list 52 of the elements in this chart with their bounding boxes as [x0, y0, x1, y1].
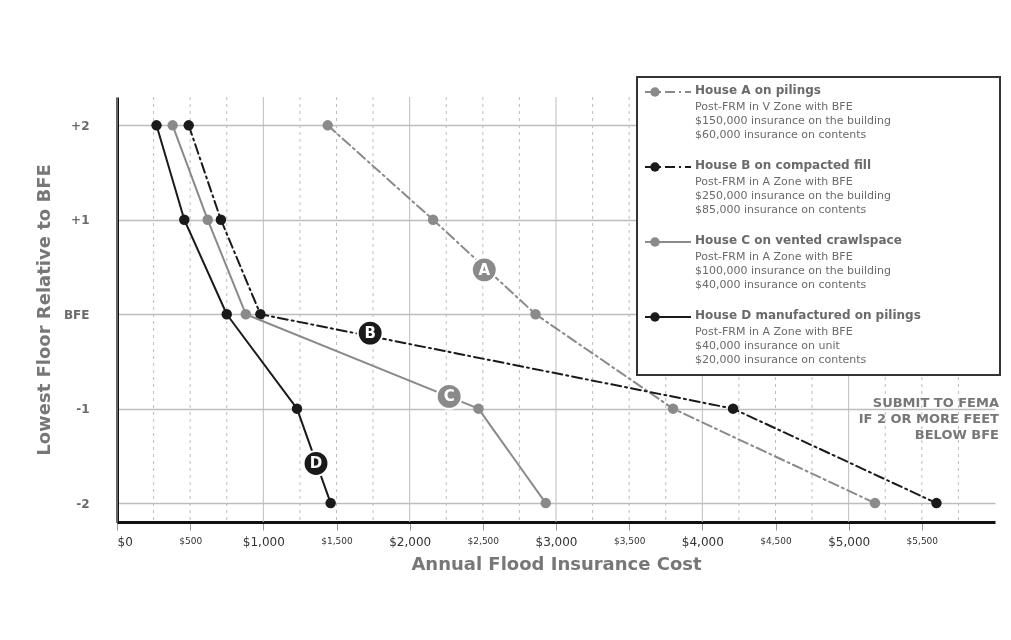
point: [179, 214, 190, 226]
x-tick-label: $5,500: [906, 535, 939, 546]
annotation: D: [309, 454, 323, 473]
annotation: C: [443, 387, 455, 406]
point: [427, 214, 439, 226]
point: [540, 497, 551, 509]
annotation: Post-FRM in V Zone with BFE $150,000 insurance on the building $60,000 insurance on contents: [695, 100, 892, 141]
legend-label: House C on vented crawlspace: [695, 233, 902, 247]
x-tick-label: $500: [179, 535, 203, 546]
legend-label: House D manufactured on pilings: [695, 308, 921, 322]
x-tick-label: $1,000: [242, 534, 285, 549]
point: [167, 120, 178, 131]
y-tick-label: +1: [71, 213, 90, 228]
point: [255, 308, 266, 320]
x-tick-label: $1,500: [321, 535, 354, 546]
y-tick-label: +2: [71, 118, 90, 133]
annotation: B: [364, 324, 376, 343]
point: [473, 403, 484, 414]
legend-label: House A on pilings: [695, 83, 821, 97]
point: [322, 120, 333, 131]
annotation: SUBMIT TO FEMA IF 2 OR MORE FEET BELOW BFE: [858, 395, 1000, 442]
point: [667, 403, 679, 414]
point: [215, 214, 227, 226]
y-tick-label: -1: [76, 402, 90, 417]
point: [151, 120, 162, 131]
legend-label: House B on compacted fill: [695, 158, 872, 172]
annotation: A: [478, 260, 491, 279]
point: [202, 214, 213, 226]
x-tick-label: $4,000: [681, 534, 724, 549]
x-axis-title: Annual Flood Insurance Cost: [411, 552, 702, 574]
x-tick-label: $2,000: [389, 534, 432, 549]
annotation: Post-FRM in A Zone with BFE $250,000 insurance on the building $85,000 insurance on contents: [695, 175, 892, 216]
annotation: Post-FRM in A Zone with BFE $100,000 insurance on the building $40,000 insurance on contents: [695, 250, 892, 291]
x-tick-label: $5,000: [828, 534, 871, 549]
x-tick-label: $2,500: [467, 535, 500, 546]
point: [221, 308, 232, 320]
x-tick-label: $3,000: [535, 534, 578, 549]
point: [727, 403, 739, 414]
x-tick-label: $0: [117, 534, 133, 549]
x-tick-label: $4,500: [760, 535, 793, 546]
y-axis-title: Lowest Floor Relative to BFE: [32, 164, 54, 456]
point: [325, 497, 336, 509]
point: [869, 497, 881, 509]
annotation: Post-FRM in A Zone with BFE $40,000 insurance on unit $20,000 insurance on contents: [695, 325, 867, 366]
point: [183, 120, 194, 131]
point: [931, 497, 942, 509]
point: [240, 308, 252, 320]
point: [530, 308, 541, 320]
y-tick-label: -2: [76, 496, 90, 511]
y-tick-label: BFE: [63, 307, 90, 322]
point: [291, 403, 303, 414]
x-tick-label: $3,500: [613, 535, 646, 546]
